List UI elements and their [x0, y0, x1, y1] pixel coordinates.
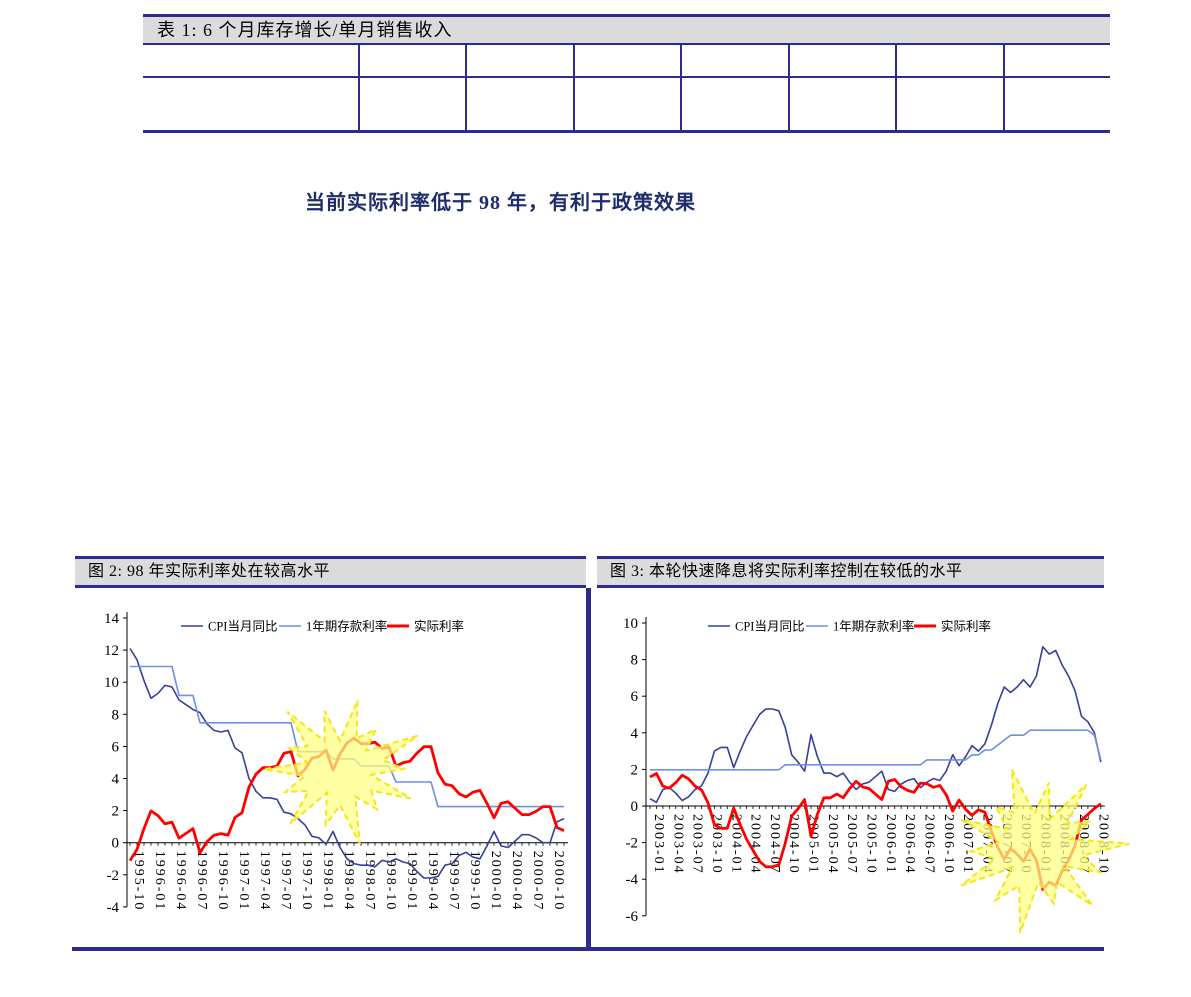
table-cell	[143, 45, 358, 76]
svg-text:2006-01: 2006-01	[883, 814, 898, 875]
svg-text:2004-10: 2004-10	[786, 814, 801, 875]
svg-text:-4: -4	[626, 872, 639, 888]
svg-text:2003-04: 2003-04	[670, 814, 685, 875]
svg-text:2003-07: 2003-07	[690, 814, 705, 875]
svg-text:1996-10: 1996-10	[215, 851, 230, 912]
svg-text:4: 4	[112, 772, 120, 788]
svg-text:CPI当月同比: CPI当月同比	[208, 620, 277, 634]
svg-text:1998-07: 1998-07	[362, 851, 377, 912]
svg-text:2005-07: 2005-07	[844, 814, 859, 875]
svg-text:1999-01: 1999-01	[404, 851, 419, 912]
svg-text:2004-07: 2004-07	[767, 814, 782, 875]
table-cell	[572, 78, 680, 130]
table-cell	[357, 45, 465, 76]
figure2-title: 图 2: 98 年实际利率处在较高水平	[75, 556, 586, 588]
table-cell	[143, 78, 358, 130]
svg-text:10: 10	[623, 616, 638, 632]
svg-text:8: 8	[631, 653, 639, 669]
table-cell	[1002, 45, 1110, 76]
svg-text:1996-07: 1996-07	[194, 851, 209, 912]
svg-text:2000-07: 2000-07	[530, 851, 545, 912]
table-header-row	[143, 45, 1110, 76]
svg-text:1998-10: 1998-10	[383, 851, 398, 912]
table-cell	[357, 78, 465, 130]
svg-text:2005-10: 2005-10	[864, 814, 879, 875]
figure2-panel: 图 2: 98 年实际利率处在较高水平 14 12 10 8 6 4 2 0 -2 -4 1995-…	[75, 556, 586, 941]
svg-text:1996-01: 1996-01	[152, 851, 167, 912]
panel-divider	[586, 588, 591, 948]
svg-text:14: 14	[104, 611, 120, 627]
svg-text:2006-10: 2006-10	[941, 814, 956, 875]
svg-text:2007-01: 2007-01	[960, 814, 975, 875]
svg-text:1995-10: 1995-10	[131, 851, 146, 912]
svg-text:2000-10: 2000-10	[551, 851, 566, 912]
table-cell	[895, 78, 1002, 130]
figure3-panel: 图 3: 本轮快速降息将实际利率控制在较低的水平 10 8 6 4 2 0 -2 -4 -6 20…	[597, 556, 1130, 941]
svg-text:2: 2	[631, 762, 639, 778]
svg-text:2: 2	[112, 804, 120, 820]
figure3-body: 10 8 6 4 2 0 -2 -4 -6 2003-01 2003-04 2003-07 2003-1…	[597, 588, 1130, 941]
svg-text:-6: -6	[626, 909, 639, 925]
table-cell	[787, 78, 895, 130]
table-cell	[465, 45, 572, 76]
svg-text:0: 0	[112, 836, 120, 852]
svg-text:1997-10: 1997-10	[299, 851, 314, 912]
section-heading: 当前实际利率低于 98 年，有利于政策效果	[305, 192, 696, 214]
svg-text:2003-01: 2003-01	[651, 814, 666, 875]
svg-text:-2: -2	[626, 836, 639, 852]
svg-text:6: 6	[631, 689, 639, 705]
table-cell	[465, 78, 572, 130]
svg-text:2006-04: 2006-04	[902, 814, 917, 875]
starburst-highlight	[960, 768, 1130, 933]
svg-text:1999-07: 1999-07	[446, 851, 461, 912]
svg-text:实际利率: 实际利率	[941, 619, 991, 634]
svg-text:12: 12	[104, 643, 119, 659]
table-body-row	[143, 76, 1110, 130]
table-cell	[895, 45, 1002, 76]
table-cell	[680, 45, 787, 76]
svg-text:-4: -4	[107, 900, 120, 916]
svg-text:0: 0	[631, 799, 639, 815]
figure3-title: 图 3: 本轮快速降息将实际利率控制在较低的水平	[597, 556, 1104, 588]
svg-text:1999-04: 1999-04	[425, 851, 440, 912]
svg-text:6: 6	[112, 739, 120, 755]
svg-text:2006-07: 2006-07	[921, 814, 936, 875]
footer-rule	[72, 947, 1104, 951]
svg-text:CPI当月同比: CPI当月同比	[735, 620, 804, 634]
figure2-body: 14 12 10 8 6 4 2 0 -2 -4 1995-10 1996-01 1996-04 1996…	[75, 588, 586, 941]
svg-text:-2: -2	[107, 868, 120, 884]
table-cell	[680, 78, 787, 130]
figure3-chart: 10 8 6 4 2 0 -2 -4 -6 2003-01 2003-04 2003-07 2003-1…	[623, 616, 1130, 933]
table-cell	[787, 45, 895, 76]
svg-text:1997-01: 1997-01	[236, 851, 251, 912]
svg-text:2000-01: 2000-01	[488, 851, 503, 912]
svg-text:2003-10: 2003-10	[709, 814, 724, 875]
svg-text:1年期存款利率: 1年期存款利率	[833, 619, 914, 634]
table-cell	[1002, 78, 1110, 130]
starburst-highlight	[263, 700, 419, 845]
svg-text:1年期存款利率: 1年期存款利率	[306, 619, 387, 634]
svg-text:1998-04: 1998-04	[341, 851, 356, 912]
svg-text:1997-07: 1997-07	[278, 851, 293, 912]
svg-text:1996-04: 1996-04	[173, 851, 188, 912]
figure2-chart: 14 12 10 8 6 4 2 0 -2 -4 1995-10 1996-01 1996-04 1996…	[104, 611, 568, 916]
table-cell	[572, 45, 680, 76]
svg-text:1998-01: 1998-01	[320, 851, 335, 912]
svg-text:1999-10: 1999-10	[467, 851, 482, 912]
svg-text:2005-04: 2005-04	[825, 814, 840, 875]
svg-text:8: 8	[112, 707, 120, 723]
svg-text:1997-04: 1997-04	[257, 851, 272, 912]
table1-title: 表 1: 6 个月库存增长/单月销售收入	[143, 17, 1110, 45]
svg-text:4: 4	[631, 726, 639, 742]
table1: 表 1: 6 个月库存增长/单月销售收入	[143, 14, 1110, 133]
svg-text:10: 10	[104, 675, 119, 691]
svg-text:实际利率: 实际利率	[414, 619, 464, 634]
svg-text:2000-04: 2000-04	[509, 851, 524, 912]
svg-text:2004-01: 2004-01	[728, 814, 743, 875]
